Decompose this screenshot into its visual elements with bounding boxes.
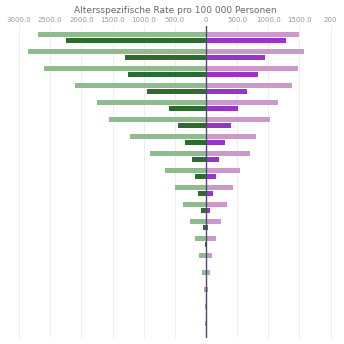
Bar xyxy=(206,202,227,207)
Bar xyxy=(206,49,304,54)
Bar xyxy=(169,106,206,111)
Bar xyxy=(206,270,210,275)
Bar xyxy=(44,66,206,71)
Bar xyxy=(183,202,206,207)
Bar xyxy=(178,123,206,128)
Bar xyxy=(75,83,206,88)
Bar xyxy=(199,253,206,258)
Bar xyxy=(206,72,258,77)
Bar xyxy=(201,208,206,213)
Bar xyxy=(195,174,206,179)
Bar xyxy=(125,55,206,60)
Bar xyxy=(147,89,206,94)
Bar xyxy=(97,100,206,105)
Bar xyxy=(203,225,206,230)
Bar xyxy=(202,270,206,275)
Bar xyxy=(206,242,207,247)
Bar xyxy=(206,304,207,309)
Bar xyxy=(206,236,216,241)
Bar xyxy=(195,236,206,241)
Bar xyxy=(29,49,206,54)
Bar xyxy=(66,38,206,43)
Bar xyxy=(206,151,250,156)
Bar xyxy=(205,321,206,326)
Title: Altersspezifische Rate pro 100 000 Personen: Altersspezifische Rate pro 100 000 Perso… xyxy=(74,6,276,14)
Bar xyxy=(206,191,213,196)
Bar xyxy=(191,219,206,224)
Bar xyxy=(206,140,225,145)
Bar xyxy=(206,174,216,179)
Bar xyxy=(206,66,298,71)
Bar xyxy=(206,185,233,190)
Bar xyxy=(206,219,221,224)
Bar xyxy=(204,287,206,292)
Bar xyxy=(205,242,206,247)
Bar xyxy=(165,168,206,173)
Bar xyxy=(206,253,212,258)
Bar xyxy=(205,304,206,309)
Bar xyxy=(206,55,265,60)
Bar xyxy=(206,123,231,128)
Bar xyxy=(206,83,292,88)
Bar xyxy=(206,225,208,230)
Bar xyxy=(128,72,206,77)
Bar xyxy=(206,287,208,292)
Bar xyxy=(198,191,206,196)
Bar xyxy=(206,134,256,139)
Bar xyxy=(206,208,210,213)
Bar xyxy=(206,168,240,173)
Bar xyxy=(206,100,278,105)
Bar xyxy=(206,38,286,43)
Bar xyxy=(206,117,270,122)
Bar xyxy=(185,140,206,145)
Bar xyxy=(130,134,206,139)
Bar xyxy=(206,106,238,111)
Bar xyxy=(206,321,207,326)
Bar xyxy=(205,259,206,264)
Bar xyxy=(150,151,206,156)
Bar xyxy=(192,157,206,162)
Bar xyxy=(206,32,300,37)
Bar xyxy=(38,32,206,37)
Bar xyxy=(206,157,219,162)
Bar xyxy=(175,185,206,190)
Bar xyxy=(109,117,206,122)
Bar xyxy=(206,89,247,94)
